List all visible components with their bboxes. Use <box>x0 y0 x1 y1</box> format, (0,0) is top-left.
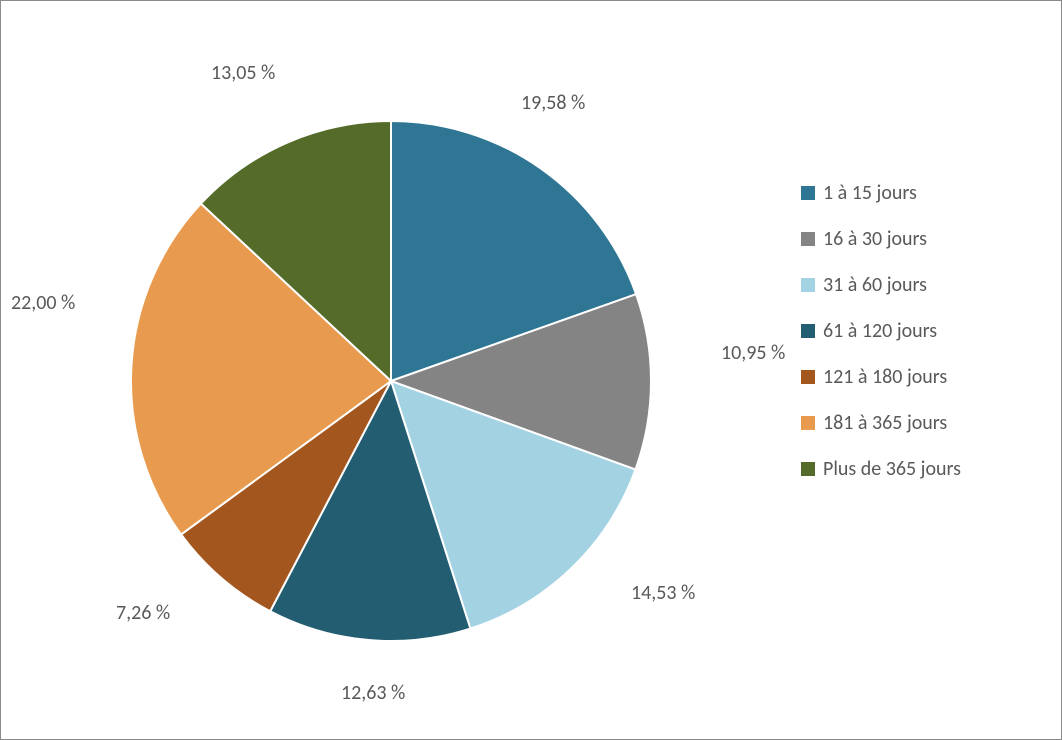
legend-label: Plus de 365 jours <box>823 457 961 481</box>
legend-label: 181 à 365 jours <box>823 411 947 435</box>
legend: 1 à 15 jours 16 à 30 jours 31 à 60 jours 61… <box>801 181 1031 503</box>
legend-swatch <box>801 416 815 430</box>
pie-slice-label: 13,05 % <box>211 61 275 85</box>
pie-slice-label: 12,63 % <box>341 681 405 705</box>
pie-slice-label: 22,00 % <box>11 291 75 315</box>
legend-item: 121 à 180 jours <box>801 365 1031 389</box>
legend-swatch <box>801 324 815 338</box>
legend-label: 121 à 180 jours <box>823 365 947 389</box>
pie-slice-label: 10,95 % <box>721 341 785 365</box>
legend-swatch <box>801 186 815 200</box>
legend-label: 31 à 60 jours <box>823 273 927 297</box>
legend-item: 1 à 15 jours <box>801 181 1031 205</box>
legend-label: 61 à 120 jours <box>823 319 937 343</box>
legend-label: 1 à 15 jours <box>823 181 917 205</box>
legend-item: Plus de 365 jours <box>801 457 1031 481</box>
legend-item: 31 à 60 jours <box>801 273 1031 297</box>
legend-swatch <box>801 462 815 476</box>
legend-label: 16 à 30 jours <box>823 227 927 251</box>
pie-slice-label: 7,26 % <box>116 601 170 625</box>
legend-item: 16 à 30 jours <box>801 227 1031 251</box>
pie-slice-label: 19,58 % <box>521 91 585 115</box>
legend-swatch <box>801 232 815 246</box>
legend-swatch <box>801 370 815 384</box>
legend-swatch <box>801 278 815 292</box>
chart-frame: 19,58 % 10,95 % 14,53 % 12,63 % 7,26 % 22,00 … <box>0 0 1062 740</box>
legend-item: 181 à 365 jours <box>801 411 1031 435</box>
legend-item: 61 à 120 jours <box>801 319 1031 343</box>
pie-slice-label: 14,53 % <box>631 581 695 605</box>
pie-area: 19,58 %10,95 %14,53 %12,63 %7,26 %22,00 … <box>41 41 741 701</box>
